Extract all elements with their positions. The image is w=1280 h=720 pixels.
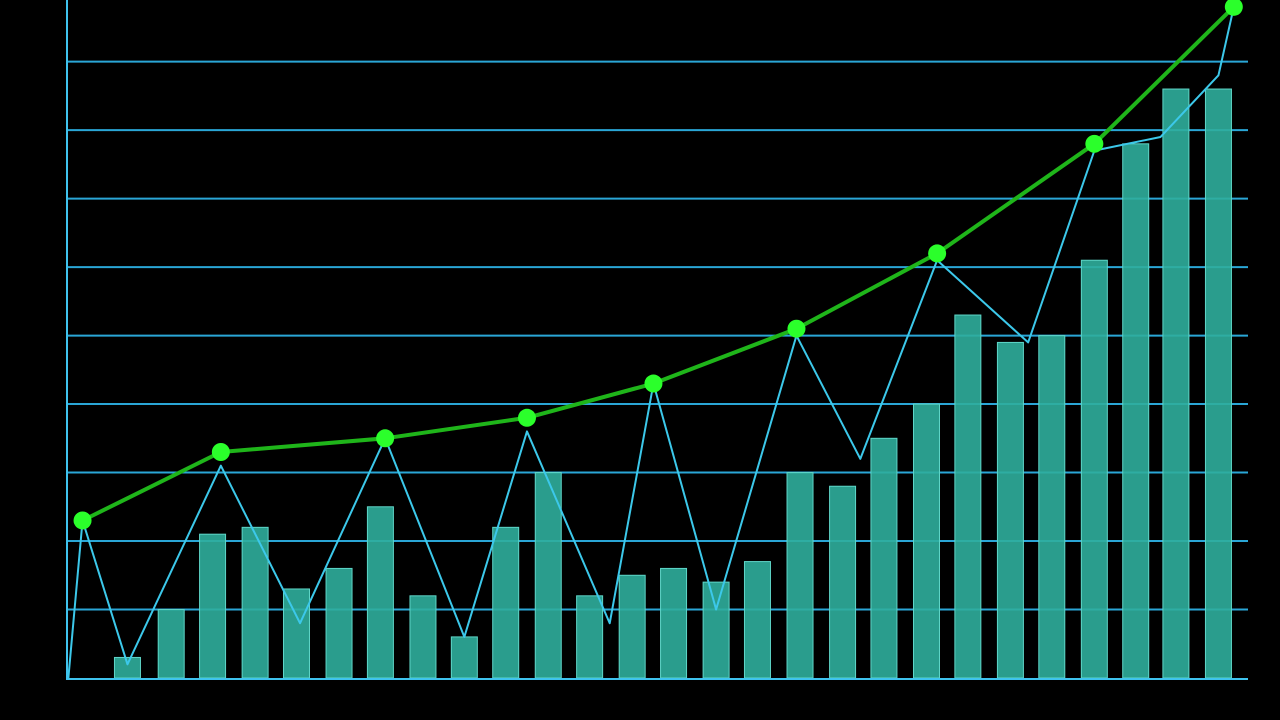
- bar: [1080, 259, 1108, 679]
- point: [787, 319, 806, 338]
- bar: [492, 526, 520, 679]
- bar: [576, 595, 604, 679]
- bar: [199, 533, 227, 679]
- bar: [954, 314, 982, 679]
- bar: [1122, 143, 1150, 679]
- bar: [409, 595, 437, 679]
- point: [1224, 0, 1243, 16]
- bar: [618, 574, 646, 679]
- bar: [1038, 335, 1066, 679]
- bar: [282, 588, 310, 679]
- point: [517, 408, 536, 427]
- bar: [702, 581, 730, 679]
- bar: [325, 567, 353, 679]
- point: [73, 511, 92, 530]
- bar: [366, 506, 394, 679]
- bar: [450, 636, 478, 679]
- bar: [157, 609, 185, 679]
- bar: [743, 561, 771, 679]
- bar: [829, 485, 857, 679]
- bar: [996, 341, 1024, 679]
- bar: [534, 472, 562, 679]
- point: [376, 429, 395, 448]
- bar: [912, 403, 940, 679]
- point: [211, 443, 230, 461]
- bar: [113, 656, 141, 679]
- point: [928, 244, 947, 263]
- bar: [870, 437, 898, 679]
- point: [644, 374, 663, 393]
- bar: [1204, 88, 1232, 679]
- bar: [1162, 88, 1190, 679]
- point: [1085, 134, 1104, 153]
- lines: [67, 0, 1243, 679]
- bar: [786, 472, 814, 679]
- bar: [660, 567, 688, 679]
